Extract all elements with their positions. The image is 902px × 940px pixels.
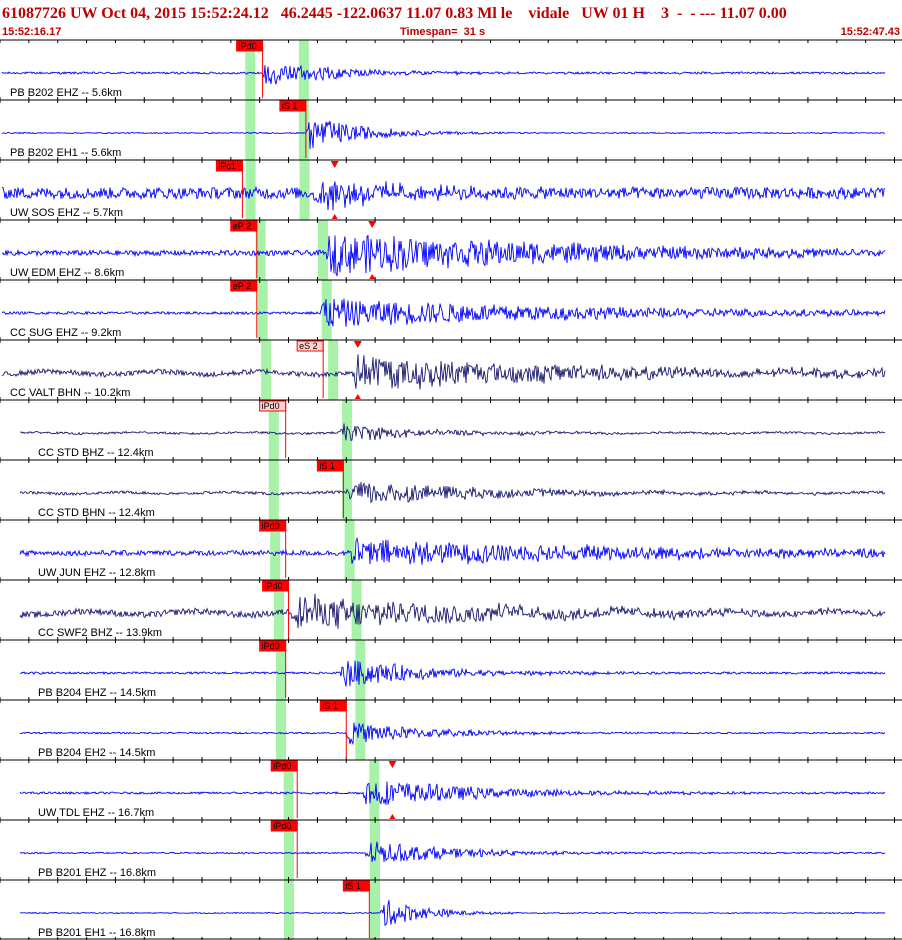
pick-label: iPd0 <box>273 761 291 771</box>
pick-label: iPd0 <box>262 641 280 651</box>
waveform <box>19 900 886 927</box>
trace-label: UW TDL EHZ -- 16.7km <box>38 807 154 819</box>
trace-label: PB B202 EH1 -- 5.6km <box>10 147 121 159</box>
waveform <box>19 722 886 746</box>
pick-label: iS 1 <box>345 881 361 891</box>
trace-row: iS 1 PB B201 EH1 -- 16.8km <box>0 879 902 940</box>
pick-label: iPd0 <box>265 581 283 591</box>
trace-row: iPd0 UW TDL EHZ -- 16.7km <box>0 759 902 820</box>
start-time: 15:52:16.17 <box>2 26 62 38</box>
trace-label: CC SUG EHZ -- 9.2km <box>10 327 121 339</box>
trace-label: CC VALT BHN -- 10.2km <box>10 387 130 399</box>
trace-label: PB B201 EH1 -- 16.8km <box>38 927 155 939</box>
trace-row: iPd0 PB B201 EHZ -- 16.8km <box>0 819 902 880</box>
trace-row: iPd0 PB B202 EHZ -- 5.6km <box>0 39 902 100</box>
pick-label: iS 1 <box>282 101 298 111</box>
trace-row: iPd0 UW JUN EHZ -- 12.8km <box>0 519 902 580</box>
trace-row: iPd0 CC STD BHZ -- 12.4km <box>0 399 902 460</box>
trace-label: UW JUN EHZ -- 12.8km <box>38 567 155 579</box>
pick-label: iPc1 <box>218 161 236 171</box>
s-marker-bottom <box>369 274 376 279</box>
trace-label: CC STD BHZ -- 12.4km <box>38 447 154 459</box>
s-marker-top <box>388 761 397 768</box>
event-summary-line: 61087726 UW Oct 04, 2015 15:52:24.12 46.… <box>2 5 787 22</box>
pick-label: iPd0 <box>239 41 257 51</box>
waveform <box>19 841 886 862</box>
waveform <box>19 781 886 805</box>
waveform <box>1 181 886 211</box>
pick-label: iPd0 <box>273 821 291 831</box>
waveform <box>19 593 886 629</box>
trace-row: eS 2 CC VALT BHN -- 10.2km <box>0 339 902 400</box>
waveform <box>19 660 886 687</box>
waveform <box>19 423 886 442</box>
trace-row: eP 2 CC SUG EHZ -- 9.2km <box>0 279 902 340</box>
pick-label: iS 1 <box>319 461 335 471</box>
p-window-band <box>245 40 295 940</box>
trace-label: CC STD BHN -- 12.4km <box>38 507 155 519</box>
end-time: 15:52:47.43 <box>840 26 900 38</box>
s-marker-top <box>353 341 362 348</box>
timespan-label: Timespan= 31 s <box>400 26 486 38</box>
waveform <box>19 536 886 565</box>
pick-label: eP 2 <box>233 281 251 291</box>
trace-row: eP 2 UW EDM EHZ -- 8.6km <box>0 219 902 280</box>
trace-label: PB B204 EHZ -- 14.5km <box>38 687 156 699</box>
s-window-band <box>298 40 380 940</box>
pick-label: eS 2 <box>299 341 318 351</box>
pick-label: iS 1 <box>322 701 338 711</box>
pick-label: iPd0 <box>262 401 280 411</box>
waveform <box>19 481 886 504</box>
s-marker-bottom <box>389 814 396 819</box>
s-marker-bottom <box>354 394 361 399</box>
waveform <box>1 234 886 277</box>
trace-label: PB B201 EHZ -- 16.8km <box>38 867 156 879</box>
waveform <box>1 298 886 327</box>
pick-label: iPd0 <box>262 521 280 531</box>
trace-row: iS 1 PB B204 EH2 -- 14.5km <box>0 699 902 760</box>
trace-row: iPc1 UW SOS EHZ -- 5.7km <box>0 159 902 220</box>
s-marker-top <box>330 161 339 168</box>
trace-row: iS 1 PB B202 EH1 -- 5.6km <box>0 99 902 160</box>
trace-row: iPd0 PB B204 EHZ -- 14.5km <box>0 639 902 700</box>
trace-label: UW SOS EHZ -- 5.7km <box>10 207 123 219</box>
trace-label: UW EDM EHZ -- 8.6km <box>10 267 124 279</box>
trace-label: PB B202 EHZ -- 5.6km <box>10 87 122 99</box>
trace-label: CC SWF2 BHZ -- 13.9km <box>38 627 162 639</box>
waveform <box>1 120 886 150</box>
trace-label: PB B204 EH2 -- 14.5km <box>38 747 155 759</box>
waveform <box>1 64 886 85</box>
s-marker-top <box>368 221 377 228</box>
pick-label: eP 2 <box>233 221 251 231</box>
trace-row: iPd0 CC SWF2 BHZ -- 13.9km <box>0 579 902 640</box>
s-marker-bottom <box>331 214 338 219</box>
trace-row: iS 1 CC STD BHN -- 12.4km <box>0 459 902 520</box>
waveform <box>1 354 886 390</box>
